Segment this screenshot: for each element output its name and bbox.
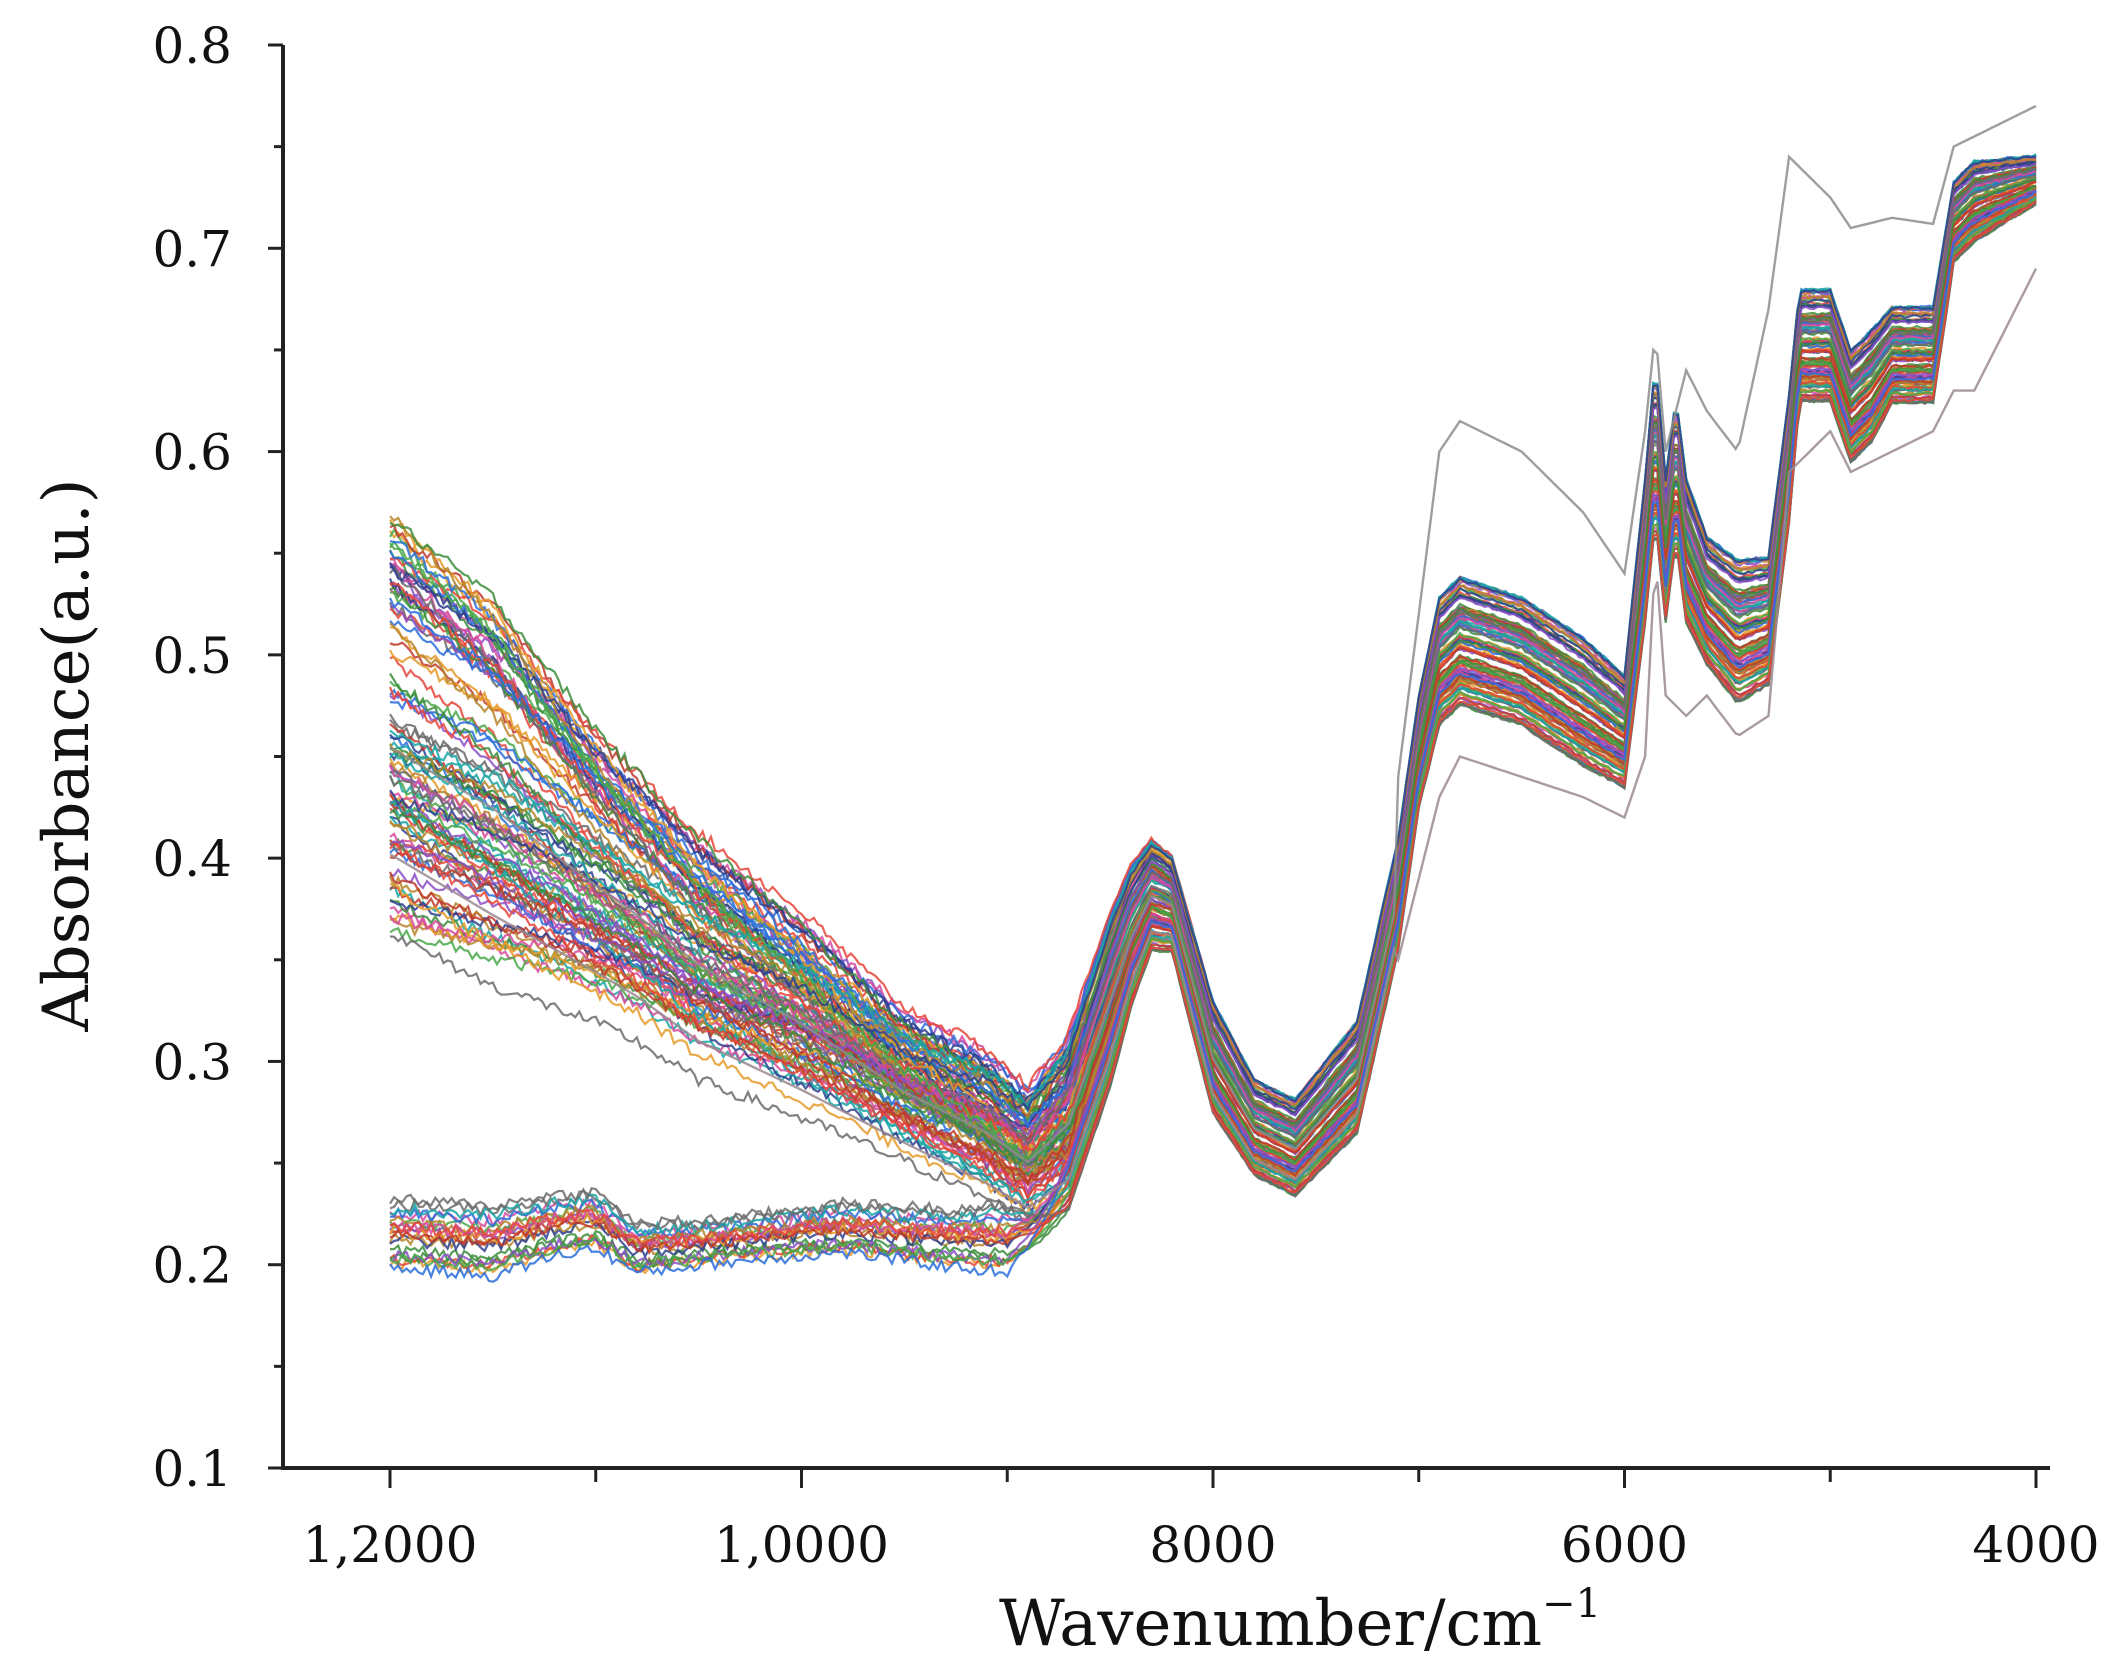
spectrum-line xyxy=(389,154,2037,1106)
x-tick-label: 1,0000 xyxy=(714,1516,889,1574)
spectrum-line xyxy=(389,160,2037,1123)
y-tick-group: 0.8 0.7 0.6 0.5 0.4 0.3 0.2 0.1 xyxy=(152,17,283,1498)
x-axis-title-main: Wavenumber/cm xyxy=(999,1587,1542,1659)
x-axis-title: Wavenumber/cm−1 xyxy=(999,1581,1601,1659)
y-tick-label: 0.2 xyxy=(152,1237,232,1295)
spectrum-line xyxy=(389,190,2037,1283)
spectrum-line xyxy=(389,160,2037,1128)
spectrum-line xyxy=(389,156,2037,1128)
spectrum-line xyxy=(389,197,2037,1272)
y-tick-label: 0.5 xyxy=(152,627,232,685)
spectrum-line xyxy=(389,201,2037,1249)
y-tick-label: 0.6 xyxy=(152,424,232,482)
spectrum-line xyxy=(389,166,2037,1140)
spectrum-line xyxy=(389,167,2037,1125)
spectrum-line xyxy=(388,169,2037,1144)
spectrum-line xyxy=(389,165,2037,1127)
x-tick-label: 8000 xyxy=(1149,1516,1276,1574)
outlier-spectrum-low xyxy=(389,268,2038,1210)
spectrum-line xyxy=(389,199,2037,1256)
spectrum-line xyxy=(389,165,2037,1144)
y-tick-label: 0.1 xyxy=(152,1440,232,1498)
spectrum-line xyxy=(389,189,2037,1268)
spectrum-line xyxy=(389,184,2037,1175)
y-axis-title: Absorbance(a.u.) xyxy=(30,478,104,1032)
y-tick-label: 0.8 xyxy=(152,17,232,75)
y-tick-label: 0.4 xyxy=(152,830,232,888)
x-axis-title-superscript: −1 xyxy=(1542,1581,1601,1627)
series-layer xyxy=(388,104,2038,1283)
spectrum-line xyxy=(389,153,2037,1107)
spectrum-line xyxy=(389,162,2037,1137)
spectrum-line xyxy=(389,158,2037,1118)
spectrum-line xyxy=(389,166,2037,1142)
spectrum-line xyxy=(389,156,2037,1106)
spectrum-line xyxy=(388,180,2037,1186)
spectrum-line xyxy=(388,155,2037,1114)
x-tick-group: 1,2000 1,0000 8000 6000 4000 xyxy=(303,1468,2100,1574)
spectrum-line xyxy=(389,165,2037,1124)
x-tick-label: 1,2000 xyxy=(303,1516,478,1574)
spectrum-line xyxy=(389,157,2036,1106)
outlier-spectrum-high xyxy=(389,104,2037,1164)
spectrum-line xyxy=(388,167,2037,1147)
spectrum-line xyxy=(388,176,2037,1162)
y-tick-label: 0.7 xyxy=(152,220,232,278)
y-tick-label: 0.3 xyxy=(152,1033,232,1091)
x-tick-label: 6000 xyxy=(1561,1516,1688,1574)
spectrum-line xyxy=(389,167,2037,1140)
spectrum-line xyxy=(389,155,2037,1112)
x-tick-label: 4000 xyxy=(1972,1516,2099,1574)
